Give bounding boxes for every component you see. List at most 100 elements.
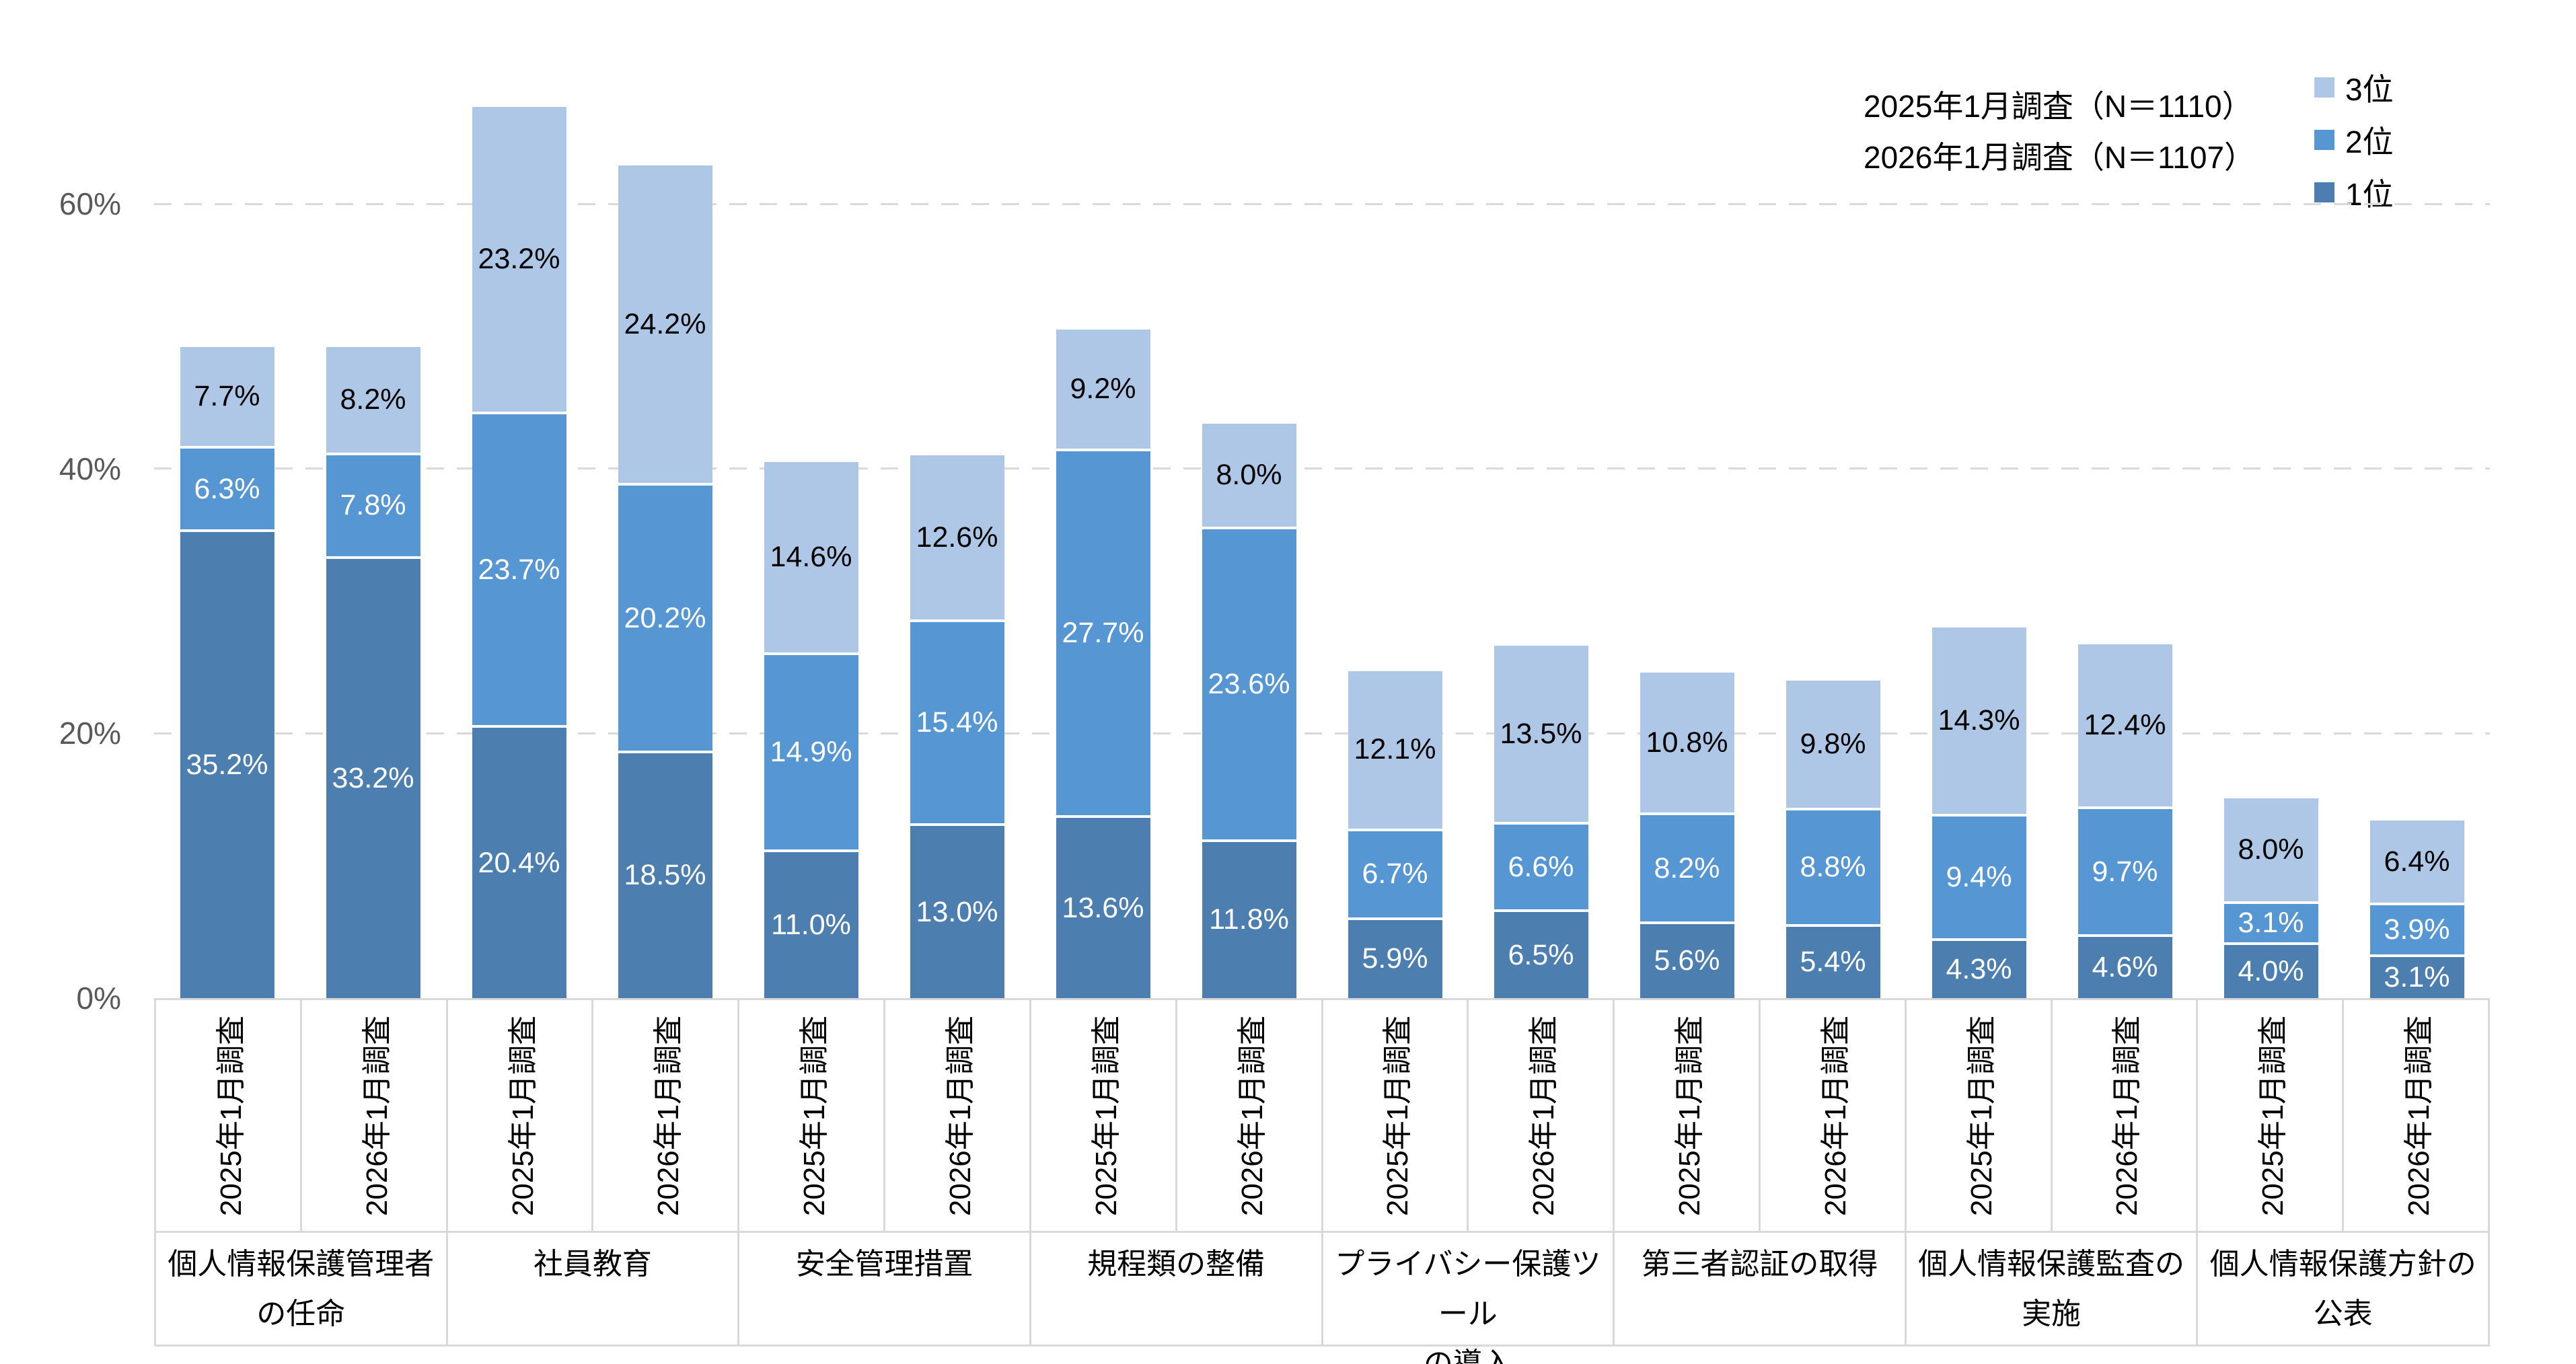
legend-label-rank1: 1位: [2345, 177, 2394, 212]
bar-segment: 6.3%: [180, 449, 274, 533]
stacked-bar: 10.8% 8.2% 5.6%: [1640, 672, 1734, 998]
bar-segment-label: 6.4%: [2384, 845, 2450, 878]
survey-note: 2025年1月調査（N＝1110） 2026年1月調査（N＝1107）: [1864, 81, 2255, 183]
bar-segment-label: 8.0%: [2238, 833, 2304, 866]
bar-segment-label: 7.8%: [340, 489, 406, 522]
bar-slot: 8.0% 3.1% 4.0%: [2198, 97, 2344, 998]
bar-segment-label: 24.2%: [624, 307, 706, 340]
bar-segment: 5.4%: [1786, 926, 1880, 998]
bar-segment-label: 4.0%: [2238, 955, 2304, 988]
bar-segment: 11.0%: [764, 852, 858, 998]
survey-note-line-1: 2025年1月調査（N＝1110）: [1864, 89, 2253, 124]
bar-segment: 7.8%: [326, 455, 420, 559]
x-tick-cell: 2025年1月調査: [154, 1000, 300, 1231]
x-tick-cell: 2026年1月調査: [883, 1000, 1029, 1231]
bar-segment-label: 6.3%: [194, 472, 260, 505]
stacked-bar: 14.3% 9.4% 4.3%: [1931, 627, 2026, 998]
x-tick-label: 2026年1月調査: [1818, 1015, 1852, 1216]
legend-label-rank3: 3位: [2345, 72, 2394, 107]
gridline: [154, 732, 2490, 734]
bar-segment-label: 9.8%: [1800, 727, 1866, 760]
y-axis-label-60: 60%: [59, 186, 121, 221]
x-tick-cell: 2026年1月調査: [1467, 1000, 1613, 1231]
bar-segment: 5.9%: [1348, 919, 1442, 998]
gridline: [154, 202, 2490, 205]
bar-segment: 9.8%: [1786, 680, 1880, 810]
stacked-bar: 12.1% 6.7% 5.9%: [1348, 671, 1442, 998]
bar-segment-label: 12.4%: [2084, 709, 2166, 742]
x-tick-label: 2026年1月調査: [1527, 1015, 1561, 1216]
bar-segment-label: 12.1%: [1354, 733, 1436, 766]
x-tick-label: 2026年1月調査: [2110, 1015, 2144, 1216]
bar-segment-label: 20.2%: [624, 601, 706, 634]
bar-segment: 13.5%: [1494, 646, 1588, 825]
bar-slot: 8.0% 23.6% 11.8%: [1176, 97, 1322, 998]
bar-segment: 6.5%: [1494, 912, 1588, 998]
bar-slot: 9.2% 27.7% 13.6%: [1030, 97, 1176, 998]
bar-segment-label: 11.8%: [1209, 903, 1289, 936]
bar-slot: 7.7% 6.3% 35.2%: [154, 97, 300, 998]
x-tick-cell: 2025年1月調査: [1029, 1000, 1175, 1231]
bar-segment: 11.8%: [1202, 841, 1296, 998]
bar-segment-label: 3.1%: [2238, 907, 2304, 940]
x-tick-cell: 2026年1月調査: [299, 1000, 446, 1231]
bar-segment-label: 14.6%: [770, 541, 852, 574]
bar-segment: 4.0%: [2223, 945, 2318, 998]
bar-segment: 33.2%: [326, 558, 420, 998]
bar-segment: 7.7%: [180, 346, 274, 449]
bar-segment-label: 6.5%: [1508, 938, 1574, 971]
stacked-bar: 23.2% 23.7% 20.4%: [472, 107, 566, 998]
x-tick-label: 2025年1月調査: [1964, 1015, 1998, 1216]
x-tick-label: 2025年1月調査: [214, 1015, 248, 1216]
category-label: プライバシー保護ツール の導入: [1335, 1248, 1601, 1364]
stacked-bar: 9.8% 8.8% 5.4%: [1786, 680, 1880, 998]
x-tick-cell: 2025年1月調査: [1613, 1000, 1759, 1231]
bar-segment: 6.7%: [1348, 831, 1442, 920]
x-tick-label: 2025年1月調査: [1673, 1015, 1707, 1216]
category-label: 安全管理措置: [795, 1248, 973, 1281]
bar-segment-label: 9.2%: [1070, 373, 1136, 406]
bar-segment-label: 4.3%: [1946, 953, 2012, 986]
x-tick-label: 2025年1月調査: [1089, 1015, 1123, 1216]
bar-segment: 5.6%: [1640, 923, 1734, 998]
bar-segment: 27.7%: [1056, 451, 1150, 819]
bar-segment: 3.1%: [2223, 904, 2318, 946]
bar-slot: 9.8% 8.8% 5.4%: [1760, 97, 1906, 998]
bar-segment-label: 7.7%: [194, 379, 260, 412]
bar-segment-label: 4.6%: [2092, 951, 2158, 984]
bar-segment-label: 5.4%: [1800, 946, 1866, 979]
category-cell: 個人情報保護管理者 の任命: [154, 1233, 446, 1344]
x-tick-cell: 2025年1月調査: [1321, 1000, 1467, 1231]
category-label: 個人情報保護監査の 実施: [1918, 1248, 2185, 1330]
bar-segment-label: 5.6%: [1654, 944, 1720, 977]
bar-segment: 13.6%: [1056, 818, 1150, 998]
x-tick-cell: 2025年1月調査: [1904, 1000, 2051, 1231]
bar-slot: 14.3% 9.4% 4.3%: [1906, 97, 2052, 998]
x-tick-label: 2026年1月調査: [360, 1015, 394, 1216]
category-label: 規程類の整備: [1087, 1248, 1265, 1281]
x-tick-cell: 2025年1月調査: [737, 1000, 883, 1231]
x-tick-label: 2026年1月調査: [943, 1015, 977, 1216]
legend-swatch-rank3: [2314, 77, 2334, 98]
bar-segment: 8.0%: [1202, 423, 1296, 530]
bar-segment: 15.4%: [910, 622, 1004, 827]
bar-segment: 12.4%: [2077, 644, 2172, 809]
bar-segment: 10.8%: [1640, 672, 1734, 816]
bar-segment-label: 13.0%: [916, 895, 998, 928]
bar-segment-label: 23.7%: [478, 553, 560, 586]
x-tick-cell: 2025年1月調査: [2196, 1000, 2342, 1231]
bar-segment: 13.0%: [910, 826, 1004, 998]
bar-segment: 14.6%: [764, 461, 858, 656]
bar-segment: 9.4%: [1931, 817, 2026, 942]
bar-segment: 8.0%: [2223, 798, 2318, 905]
bar-segment: 6.6%: [1494, 825, 1588, 913]
category-cell: 個人情報保護方針の 公表: [2196, 1233, 2490, 1344]
bar-segment-label: 27.7%: [1062, 617, 1144, 650]
y-axis-label-40: 40%: [59, 451, 121, 486]
x-axis-tick-row: 2025年1月調査 2026年1月調査 2025年1月調査 2026年1月調査 2025…: [154, 998, 2490, 1233]
bars-layer: 7.7% 6.3% 35.2% 8.2% 7.8% 33.2% 23.2% 23.7% 20.4…: [154, 97, 2490, 998]
bar-slot: 12.1% 6.7% 5.9%: [1322, 97, 1468, 998]
stacked-bar: 24.2% 20.2% 18.5%: [618, 165, 712, 998]
bar-segment: 8.8%: [1786, 810, 1880, 927]
